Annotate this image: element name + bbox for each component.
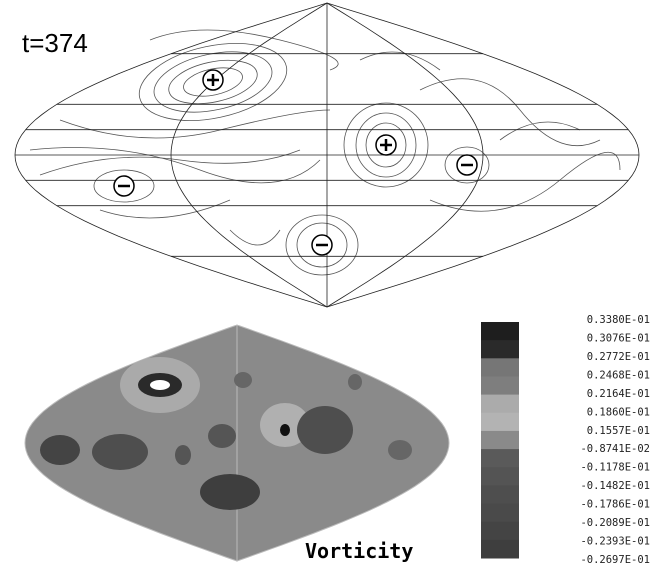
colorbar-swatch xyxy=(481,340,519,359)
colorbar-label: -0.2393E-01 xyxy=(580,536,650,548)
colorbar-swatch xyxy=(481,449,519,468)
colorbar-swatch xyxy=(481,539,519,559)
vorticity-contours xyxy=(40,357,412,510)
plus-marker xyxy=(202,69,224,91)
colorbar-swatch xyxy=(481,467,519,486)
top-map: t=374 xyxy=(14,2,640,308)
colorbar-swatch xyxy=(481,485,519,505)
colorbar-label: 0.2772E-01 xyxy=(587,351,650,363)
colorbar-label: -0.1786E-01 xyxy=(580,499,650,511)
colorbar-label: -0.8741E-02 xyxy=(580,443,650,455)
minus-marker xyxy=(113,175,135,197)
colorbar-label: -0.1482E-01 xyxy=(580,480,650,492)
colorbar: 0.3380E-01 0.3076E-01 0.2772E-01 0.2468E-01… xyxy=(481,314,650,566)
colorbar-swatch xyxy=(481,394,519,414)
colorbar-swatch xyxy=(481,430,519,450)
colorbar-swatch xyxy=(481,412,519,432)
colorbar-swatch xyxy=(481,376,519,396)
colorbar-swatch xyxy=(481,503,519,523)
colorbar-swatch xyxy=(481,358,519,377)
bottom-map: 0.3380E-01 0.3076E-01 0.2772E-01 0.2468E-01… xyxy=(24,314,650,566)
colorbar-label: 0.1860E-01 xyxy=(587,406,650,418)
colorbar-swatch xyxy=(481,322,519,341)
streamlines xyxy=(29,29,621,276)
colorbar-label: -0.1178E-01 xyxy=(580,462,650,474)
colorbar-label: 0.2468E-01 xyxy=(587,369,650,381)
map-title: Vorticity xyxy=(305,539,413,563)
vorticity-map xyxy=(24,324,450,562)
time-label: t=374 xyxy=(22,28,88,58)
minus-marker xyxy=(456,154,478,176)
colorbar-label: 0.3380E-01 xyxy=(587,314,650,326)
colorbar-label: -0.2089E-01 xyxy=(580,517,650,529)
colorbar-label: 0.1557E-01 xyxy=(587,425,650,437)
colorbar-label: 0.2164E-01 xyxy=(587,388,650,400)
colorbar-swatch xyxy=(481,521,519,541)
minus-marker xyxy=(311,234,333,256)
colorbar-label: 0.3076E-01 xyxy=(587,332,650,344)
graticule xyxy=(14,2,640,308)
plus-marker xyxy=(375,134,397,156)
colorbar-label: -0.2697E-01 xyxy=(580,554,650,566)
